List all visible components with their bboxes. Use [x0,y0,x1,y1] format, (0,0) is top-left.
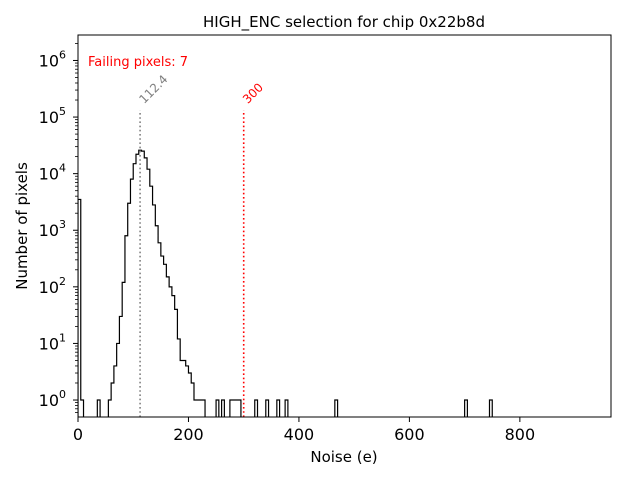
x-tick-label-0: 0 [73,425,83,444]
x-axis-label: Noise (e) [310,448,377,466]
y-tick-label-2: 102 [39,275,66,297]
y-tick-label-5: 105 [39,105,66,127]
x-tick-label-3: 600 [394,425,425,444]
y-tick-label-6: 106 [39,48,66,70]
y-axis: 100 101 102 103 104 105 106 [39,43,78,413]
x-tick-label-1: 200 [173,425,204,444]
threshold-label-0: 112.4 [136,72,170,106]
y-tick-label-0: 100 [39,388,66,410]
failing-pixels-label: Failing pixels: 7 [88,55,188,70]
plot-frame [77,34,612,418]
annotation-layer: 112.4 300 [136,72,266,417]
y-tick-label-4: 104 [39,162,66,184]
chart-title: HIGH_ENC selection for chip 0x22b8d [203,13,485,32]
y-axis-label: Number of pixels [13,162,31,290]
x-tick-label-2: 400 [284,425,315,444]
threshold-label-1: 300 [240,80,266,106]
x-axis: 0 200 400 600 800 [73,417,535,444]
histogram-step-line [78,149,493,417]
y-tick-label-1: 101 [39,331,66,353]
x-tick-label-4: 800 [505,425,536,444]
histogram-layer [78,149,493,417]
y-tick-label-3: 103 [39,218,66,240]
